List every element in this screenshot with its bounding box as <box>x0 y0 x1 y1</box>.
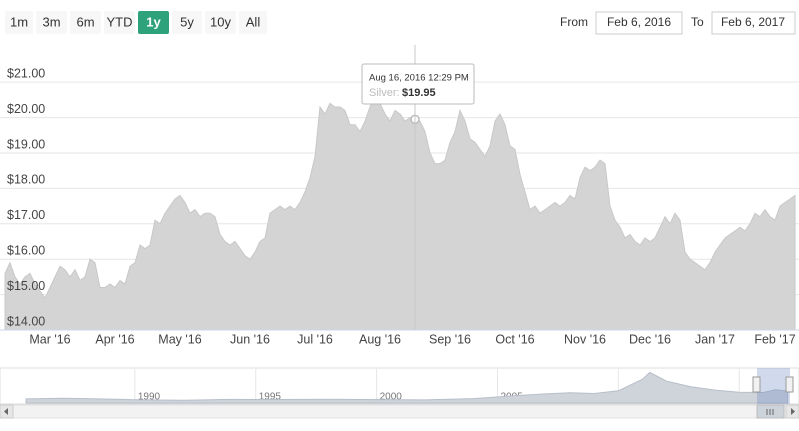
navigator: 199019952000200520102015 <box>0 367 799 405</box>
x-tick-label: Aug '16 <box>359 332 401 346</box>
range-button-label[interactable]: 1m <box>10 14 28 29</box>
area <box>4 95 796 331</box>
y-tick-label: $16.00 <box>7 243 45 257</box>
to-input[interactable] <box>711 11 796 35</box>
grip-icon <box>766 409 774 415</box>
range-button-label[interactable]: 6m <box>76 14 94 29</box>
x-tick-label: Oct '16 <box>495 332 534 346</box>
range-button-label[interactable]: YTD <box>107 14 133 29</box>
y-tick-label: $18.00 <box>7 173 45 187</box>
x-tick-label: Jul '16 <box>297 332 333 346</box>
range-button[interactable] <box>239 11 267 34</box>
x-tick-label: Dec '16 <box>629 332 671 346</box>
plot-area <box>4 95 796 331</box>
y-tick-label: $21.00 <box>7 66 45 80</box>
range-button-label[interactable]: 5y <box>180 14 194 29</box>
tooltip-box <box>361 63 475 105</box>
scrollbar-track[interactable] <box>0 404 799 419</box>
tooltip-value: $19.95 <box>402 87 436 99</box>
arrow-icon <box>791 408 795 415</box>
navigator-tick-label: 1995 <box>259 392 282 403</box>
x-tick-label: Mar '16 <box>29 332 70 346</box>
from-input[interactable] <box>595 11 683 35</box>
y-tick-label: $14.00 <box>7 314 45 328</box>
y-tick-label: $19.00 <box>7 137 45 151</box>
from-date[interactable]: Feb 6, 2016 <box>607 15 671 29</box>
x-tick-label: Jan '17 <box>695 332 735 346</box>
x-tick-label: Apr '16 <box>95 332 134 346</box>
range-button[interactable] <box>104 11 135 34</box>
range-button[interactable] <box>5 11 33 34</box>
range-selector: 1m 3m 6m YTD 1y 5y 10y All <box>5 11 267 34</box>
range-button-label[interactable]: 10y <box>210 14 231 29</box>
navigator-handle[interactable] <box>785 376 794 393</box>
navigator-handle[interactable] <box>752 376 761 393</box>
y-tick-label: $20.00 <box>7 102 45 116</box>
navigator-area <box>25 371 789 404</box>
to-label: To <box>691 15 704 29</box>
x-axis: Mar '16 Apr '16 May '16 Jun '16 Jul '16 Aug '… <box>29 332 795 346</box>
x-tick-label: Sep '16 <box>429 332 471 346</box>
arrow-icon <box>4 408 8 415</box>
tooltip-series: Silver: <box>369 87 400 99</box>
range-button-label[interactable]: 1y <box>146 14 161 29</box>
range-button[interactable] <box>172 11 202 34</box>
navigator-tick-label: 1990 <box>138 392 161 403</box>
x-tick-label: Nov '16 <box>564 332 606 346</box>
navigator-tick-label: 2000 <box>380 392 403 403</box>
x-tick-label: Jun '16 <box>230 332 270 346</box>
tooltip: Aug 16, 2016 12:29 PM Silver: $19.95 <box>361 63 475 105</box>
navigator-window[interactable] <box>757 368 790 404</box>
to-date[interactable]: Feb 6, 2017 <box>721 15 785 29</box>
y-axis: $14.00 $15.00 $16.00 $17.00 $18.00 $19.00 $20.… <box>7 66 45 328</box>
x-tick-label: May '16 <box>158 332 201 346</box>
range-button-label[interactable]: All <box>246 14 261 29</box>
y-tick-label: $15.00 <box>7 279 45 293</box>
range-button[interactable] <box>70 11 101 34</box>
range-button[interactable] <box>138 11 169 34</box>
y-tick-label: $17.00 <box>7 208 45 222</box>
range-button[interactable] <box>205 11 236 34</box>
range-button-label[interactable]: 3m <box>42 14 60 29</box>
from-label: From <box>560 15 588 29</box>
range-button[interactable] <box>36 11 67 34</box>
x-tick-label: Feb '17 <box>754 332 795 346</box>
tooltip-date: Aug 16, 2016 12:29 PM <box>369 73 469 84</box>
